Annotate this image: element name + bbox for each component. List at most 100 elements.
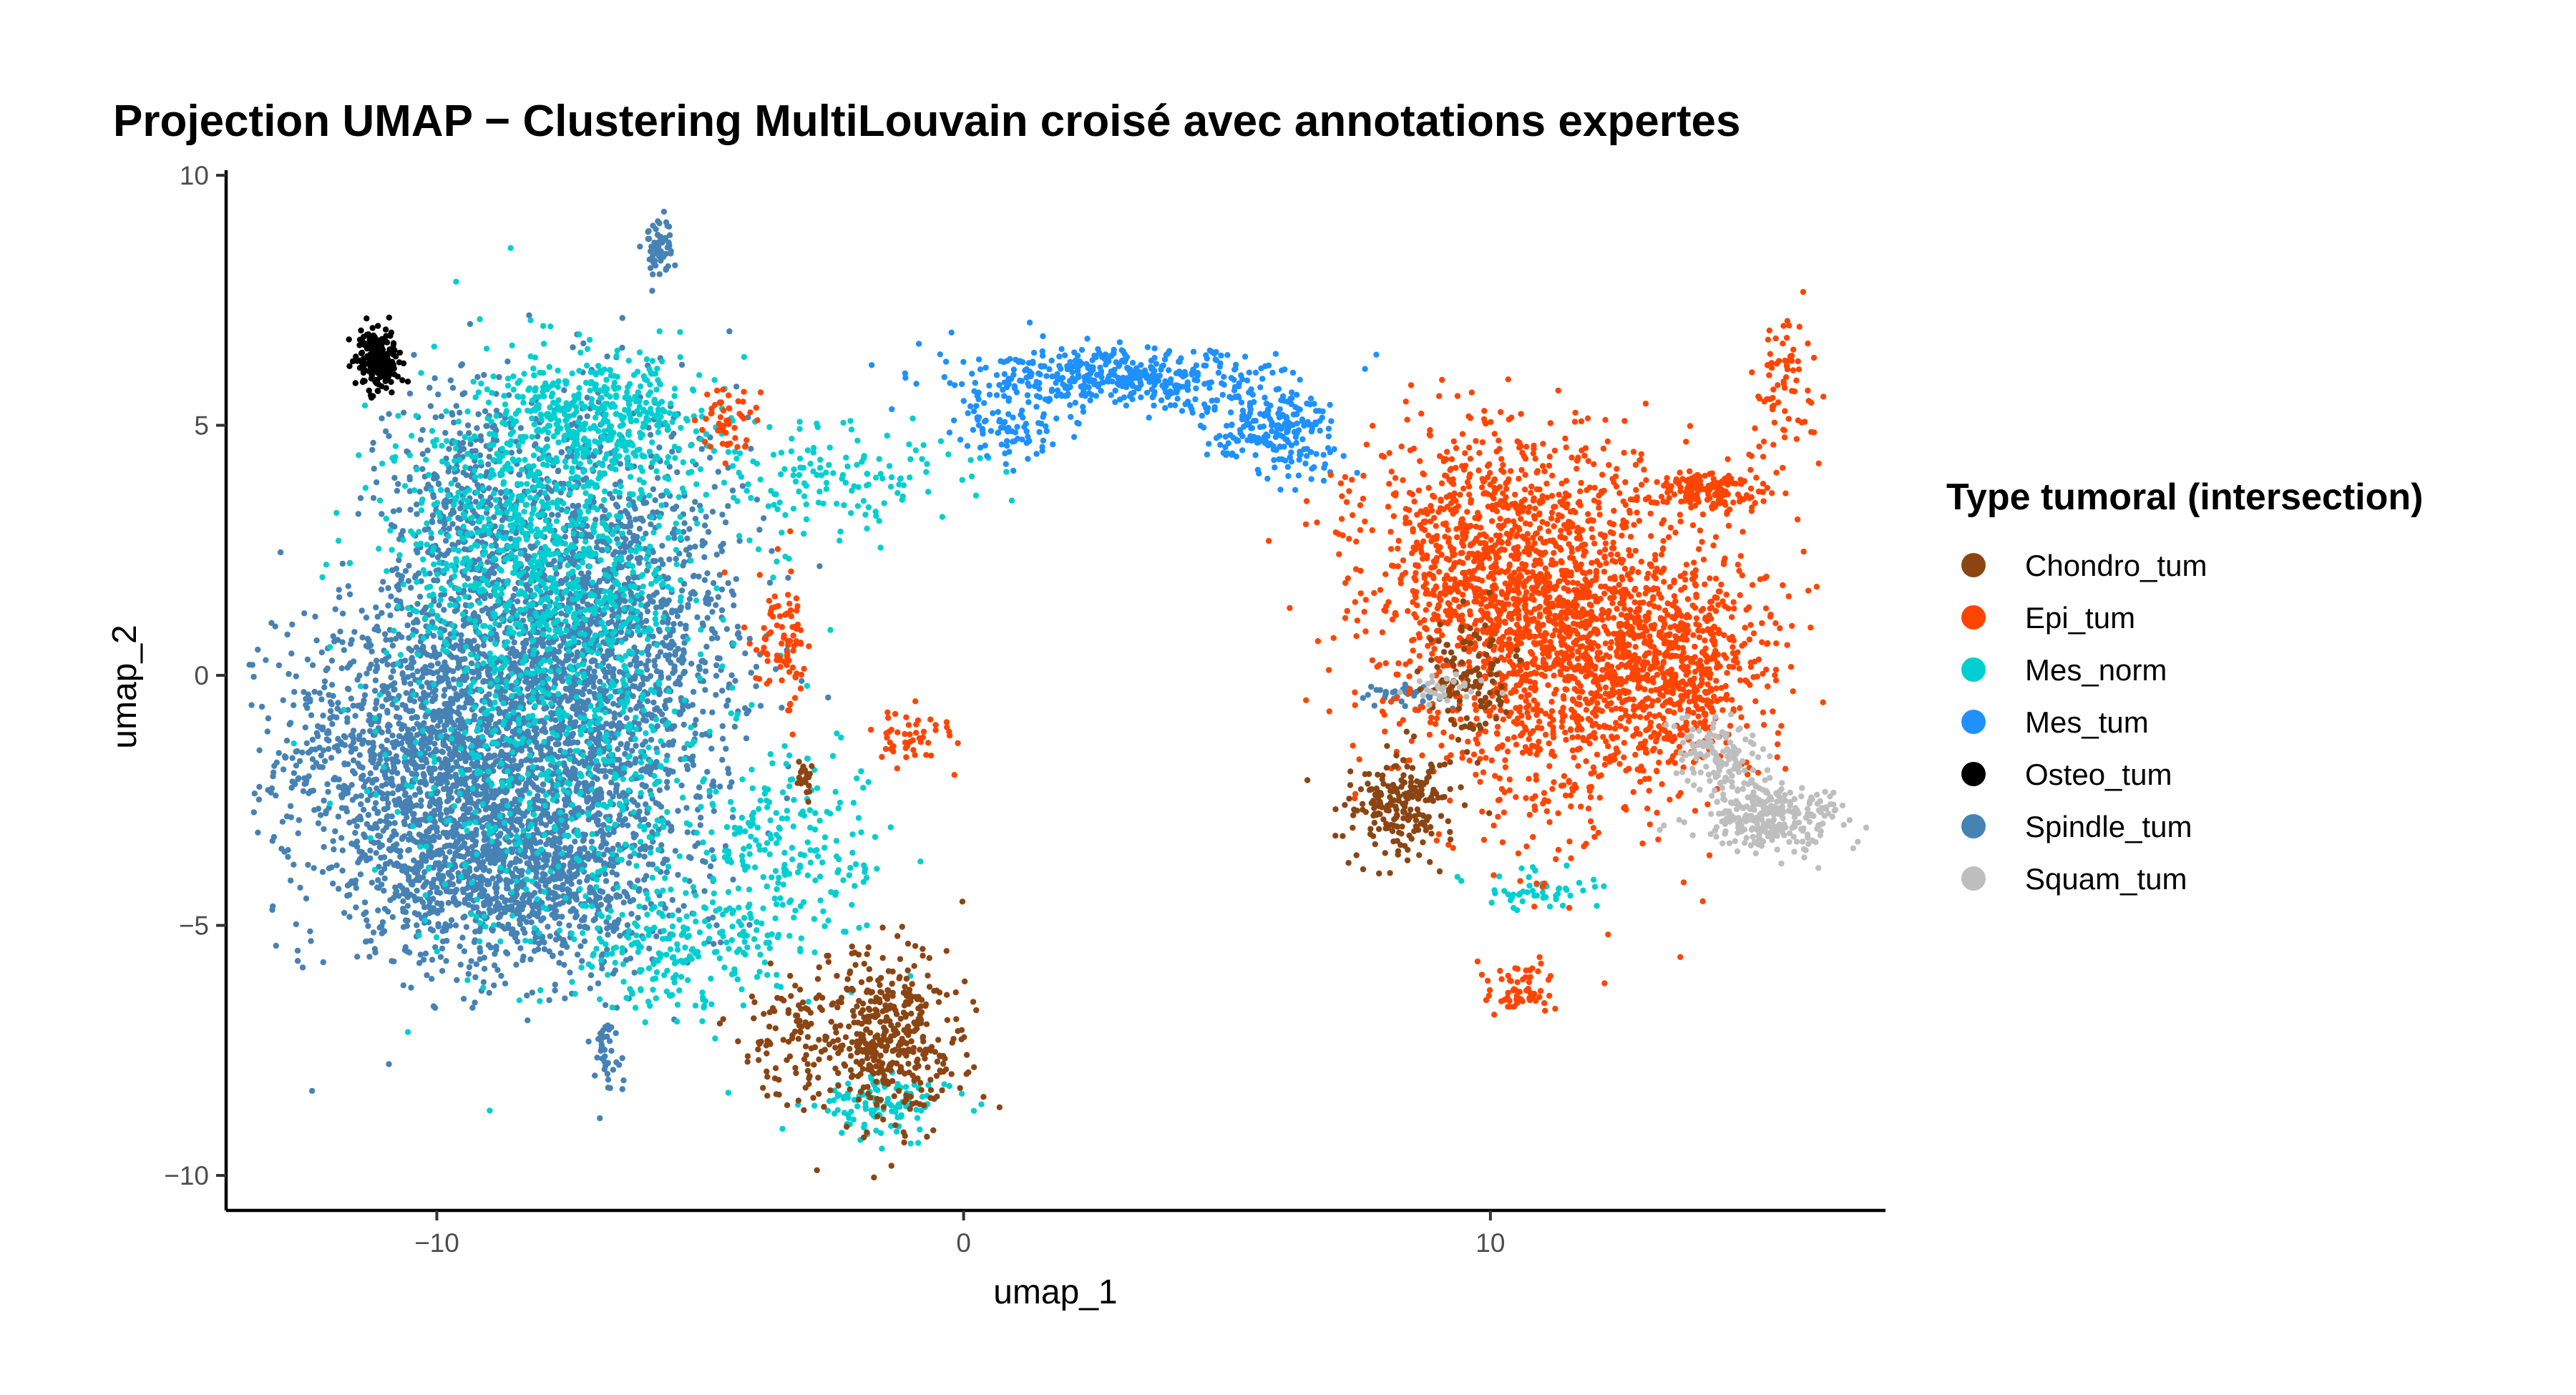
- data-point: [514, 804, 520, 811]
- data-point: [295, 830, 301, 837]
- data-point: [308, 938, 314, 944]
- data-point: [679, 707, 686, 713]
- data-point: [555, 512, 562, 519]
- data-point: [299, 964, 306, 971]
- data-point: [286, 670, 292, 677]
- data-point: [757, 703, 764, 709]
- data-point: [385, 728, 391, 735]
- data-point: [644, 698, 651, 705]
- data-point: [404, 923, 410, 929]
- data-point: [389, 642, 396, 649]
- data-point: [547, 818, 554, 825]
- data-point: [268, 620, 275, 626]
- data-point: [399, 671, 406, 677]
- data-point: [300, 788, 307, 795]
- data-point: [396, 506, 402, 514]
- data-point: [528, 839, 535, 846]
- data-point: [648, 736, 655, 743]
- data-point: [620, 899, 627, 906]
- data-point: [535, 433, 541, 440]
- data-point: [345, 686, 352, 692]
- data-point: [644, 666, 650, 673]
- data-point: [321, 678, 328, 685]
- data-point: [383, 796, 390, 802]
- data-point: [705, 601, 712, 607]
- data-point: [416, 779, 424, 786]
- data-point: [289, 778, 296, 785]
- data-point: [490, 794, 497, 801]
- data-point: [595, 904, 601, 910]
- data-point: [301, 610, 308, 617]
- data-point: [417, 896, 424, 903]
- data-point: [441, 659, 448, 666]
- data-point: [382, 656, 389, 662]
- data-point: [437, 816, 444, 823]
- data-point: [346, 891, 353, 899]
- data-point: [580, 691, 586, 698]
- data-point: [544, 436, 550, 442]
- data-point: [394, 860, 400, 867]
- data-point: [264, 728, 270, 735]
- data-point: [473, 866, 480, 873]
- data-point: [379, 703, 386, 710]
- data-point: [711, 941, 717, 947]
- data-point: [330, 692, 336, 699]
- data-point: [303, 740, 310, 747]
- data-point: [366, 665, 373, 672]
- data-point: [713, 672, 720, 679]
- data-point: [723, 626, 731, 632]
- data-point: [346, 819, 353, 826]
- data-point: [713, 662, 720, 669]
- data-point: [671, 535, 678, 542]
- data-point: [679, 660, 686, 666]
- data-point: [403, 706, 409, 713]
- data-point: [562, 940, 568, 946]
- data-point: [466, 638, 472, 645]
- data-point: [394, 841, 400, 848]
- data-point: [339, 639, 346, 645]
- data-point: [600, 851, 607, 858]
- data-point: [708, 847, 716, 853]
- data-point: [467, 796, 474, 802]
- data-point: [425, 745, 432, 752]
- data-point: [567, 969, 573, 976]
- data-point: [591, 668, 597, 675]
- data-point: [578, 917, 585, 924]
- data-point: [567, 687, 574, 695]
- data-point: [364, 938, 370, 945]
- data-point: [354, 843, 361, 850]
- data-point: [499, 894, 505, 901]
- data-point: [404, 893, 410, 899]
- data-point: [403, 690, 409, 696]
- data-point: [650, 599, 656, 605]
- data-point: [293, 921, 299, 928]
- data-point: [689, 702, 696, 708]
- data-point: [366, 856, 372, 862]
- data-point: [539, 765, 545, 772]
- data-point: [348, 637, 355, 643]
- data-point: [697, 822, 703, 828]
- data-point: [392, 884, 399, 891]
- data-point: [370, 929, 377, 936]
- data-point: [695, 840, 701, 847]
- data-point: [598, 795, 605, 801]
- data-point: [681, 520, 688, 527]
- data-point: [396, 733, 403, 740]
- data-point: [434, 660, 441, 667]
- data-point: [319, 868, 326, 876]
- data-point: [666, 652, 673, 658]
- data-point: [265, 715, 272, 722]
- data-point: [509, 846, 516, 853]
- data-point: [486, 989, 492, 997]
- data-point: [345, 583, 351, 589]
- data-point: [465, 901, 472, 908]
- data-point: [391, 958, 397, 965]
- data-point: [558, 610, 565, 617]
- data-point: [401, 833, 408, 840]
- data-point: [269, 838, 275, 844]
- data-point: [551, 557, 557, 564]
- data-point: [685, 604, 691, 610]
- data-point: [726, 783, 733, 790]
- data-point: [457, 961, 464, 968]
